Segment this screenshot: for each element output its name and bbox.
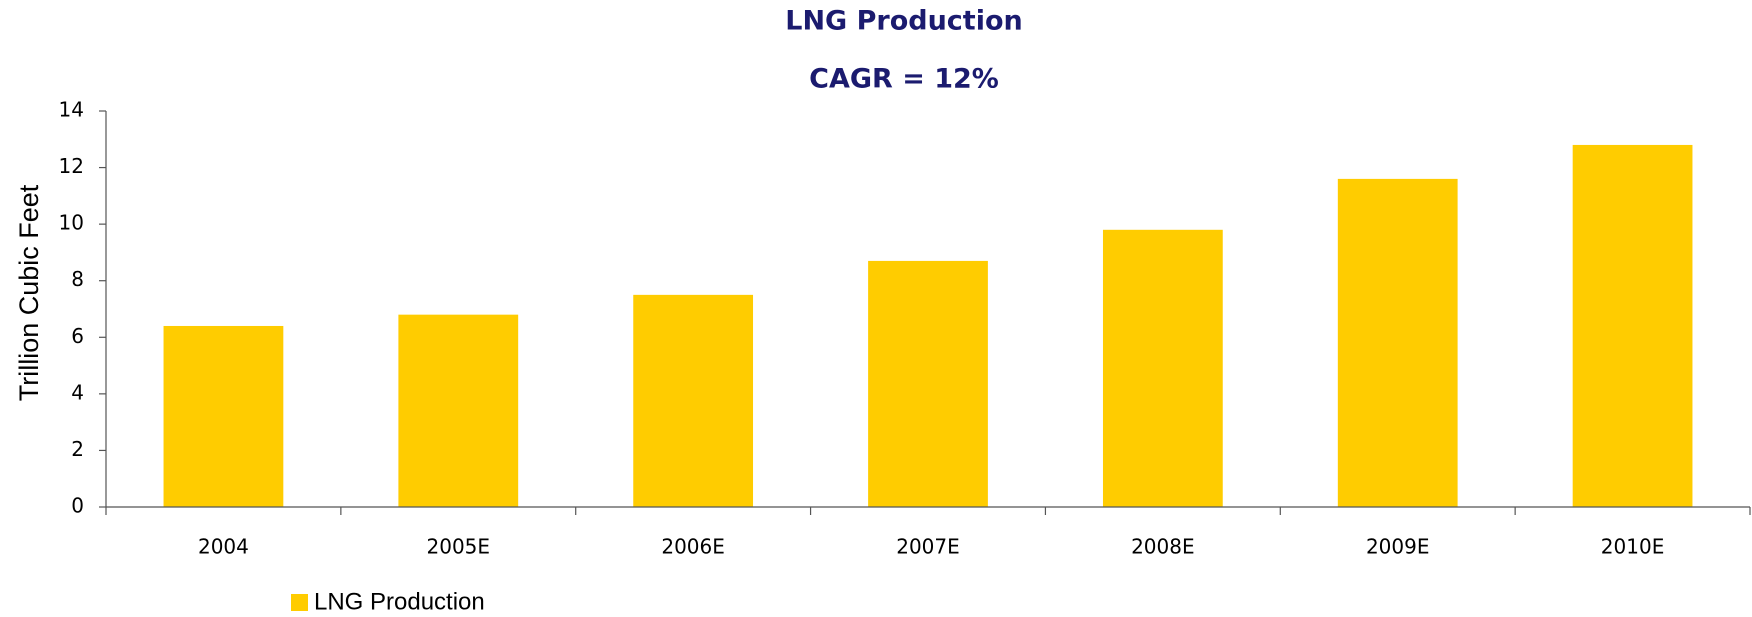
y-tick-label: 12 xyxy=(59,154,84,178)
legend-label: LNG Production xyxy=(314,588,485,615)
x-tick-label: 2007E xyxy=(896,535,960,559)
bar xyxy=(633,294,754,507)
bar xyxy=(398,314,519,507)
x-tick-label: 2010E xyxy=(1601,535,1665,559)
bar xyxy=(1572,144,1693,507)
y-tick-label: 2 xyxy=(71,437,84,461)
bar xyxy=(1102,229,1223,508)
x-tick-label: 2009E xyxy=(1366,535,1430,559)
bar xyxy=(868,260,988,507)
x-tick-label: 2006E xyxy=(661,535,725,559)
y-tick-label: 4 xyxy=(71,380,84,404)
y-axis-label: Trillion Cubic Feet xyxy=(14,184,44,401)
bar xyxy=(163,325,284,507)
legend-swatch xyxy=(291,594,308,611)
chart-subtitle: CAGR = 12% xyxy=(809,64,999,95)
y-tick-label: 8 xyxy=(71,267,84,291)
chart-title: LNG Production xyxy=(785,6,1023,37)
bar xyxy=(1337,178,1458,507)
y-tick-label: 14 xyxy=(59,98,84,122)
x-tick-label: 2004 xyxy=(198,535,249,559)
y-tick-label: 10 xyxy=(59,211,84,235)
x-tick-label: 2005E xyxy=(427,535,491,559)
y-tick-label: 0 xyxy=(71,494,84,518)
y-tick-label: 6 xyxy=(71,324,84,348)
x-tick-label: 2008E xyxy=(1131,535,1195,559)
